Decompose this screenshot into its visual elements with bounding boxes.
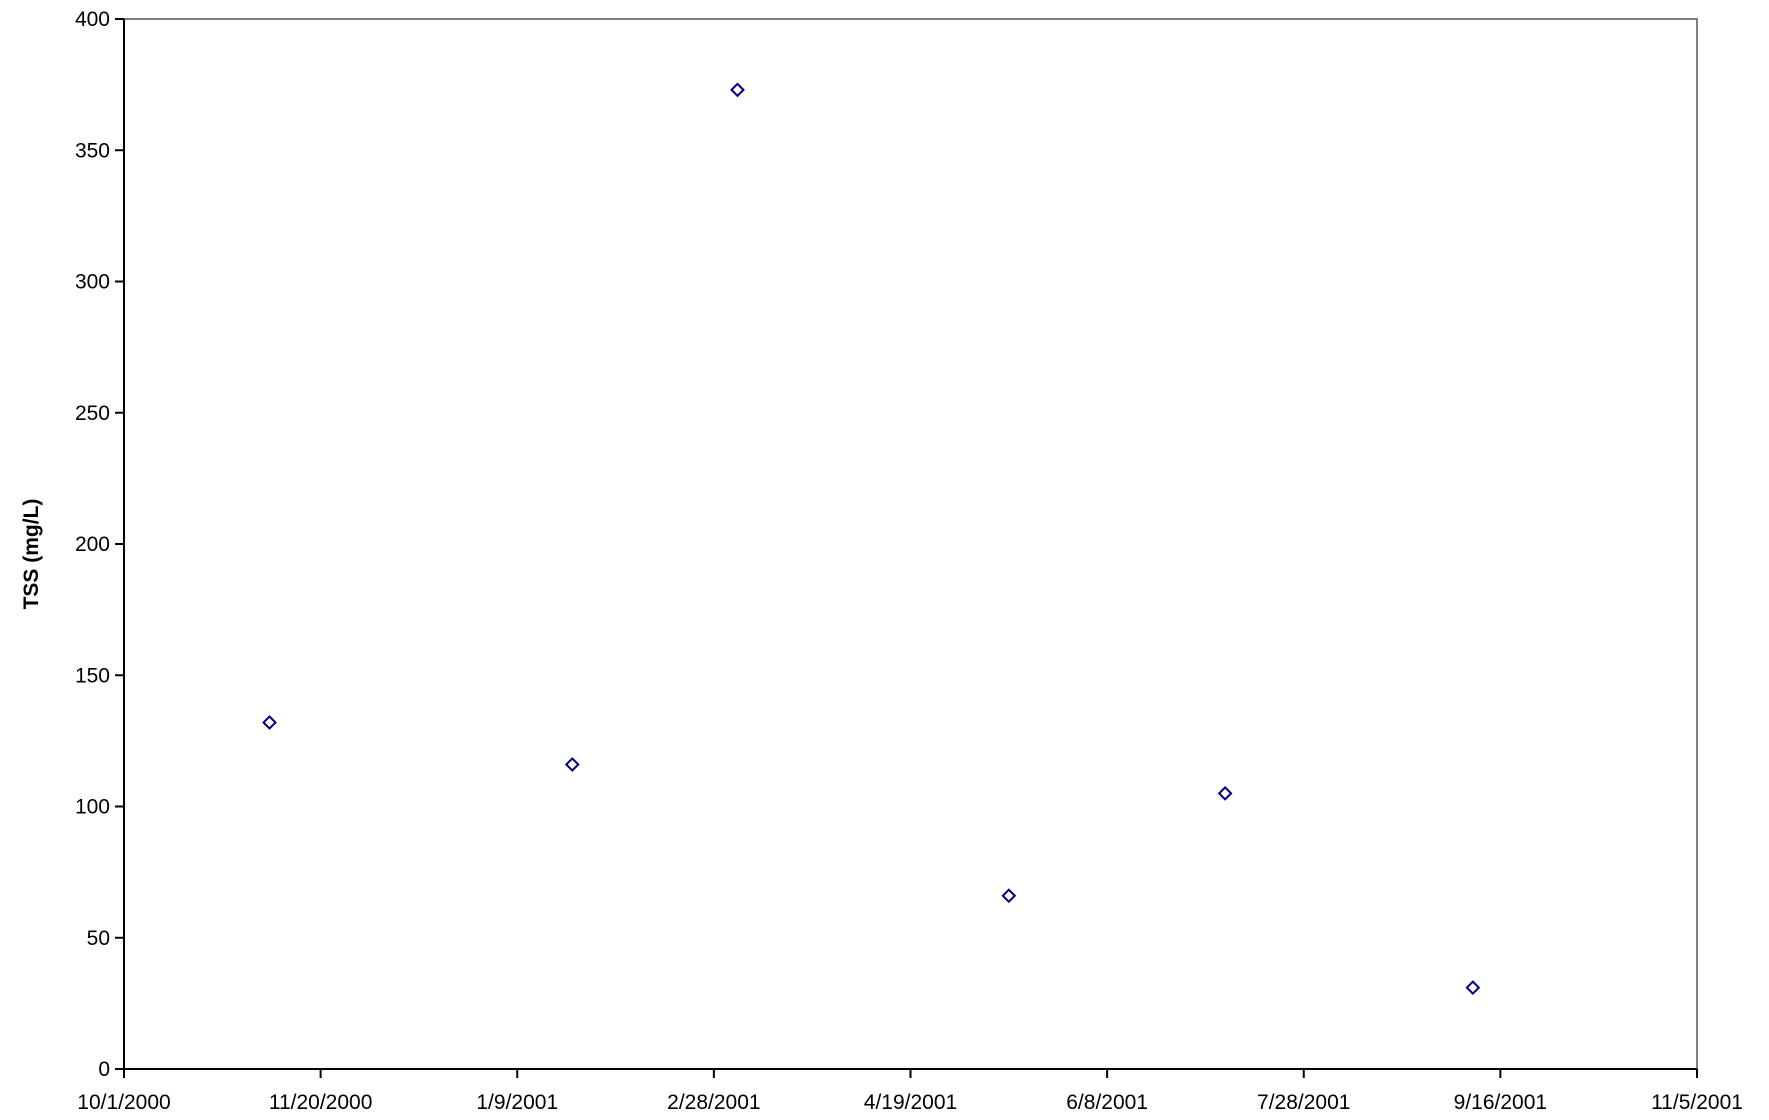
data-point (1217, 785, 1233, 801)
y-tick-label: 250 (75, 402, 110, 425)
x-tick-label: 6/8/2001 (1066, 1091, 1148, 1114)
x-axis: 10/1/2000 11/20/2000 1/9/2001 2/28/2001 4/19… (77, 1068, 1743, 1114)
x-tick-label: 11/20/2000 (269, 1091, 373, 1114)
y-axis-title: TSS (mg/L) (20, 499, 43, 610)
y-tick-label: 100 (75, 796, 110, 819)
y-axis: 0 50 100 150 200 250 300 350 400 (75, 8, 125, 1081)
y-tick-label: 0 (98, 1058, 110, 1081)
x-tick-label: 4/19/2001 (864, 1091, 957, 1114)
data-point (262, 715, 277, 730)
y-tick-label: 200 (75, 533, 110, 556)
x-tick-label: 11/5/2001 (1651, 1091, 1743, 1114)
data-point (564, 757, 580, 772)
y-tick-label: 350 (75, 139, 110, 162)
data-point (1465, 980, 1481, 996)
y-tick-label: 300 (75, 271, 110, 294)
data-point (730, 82, 745, 98)
x-tick-label: 9/16/2001 (1454, 1091, 1547, 1114)
y-tick-label: 50 (87, 927, 110, 950)
x-tick-label: 7/28/2001 (1257, 1091, 1350, 1114)
x-tick-label: 10/1/2000 (77, 1091, 170, 1114)
x-tick-label: 2/28/2001 (667, 1091, 760, 1114)
data-point (1001, 888, 1017, 904)
data-points (262, 82, 1481, 996)
y-tick-label: 150 (75, 664, 110, 687)
x-tick-label: 1/9/2001 (476, 1091, 558, 1114)
y-tick-label: 400 (75, 8, 110, 31)
plot-area (123, 18, 1698, 1070)
